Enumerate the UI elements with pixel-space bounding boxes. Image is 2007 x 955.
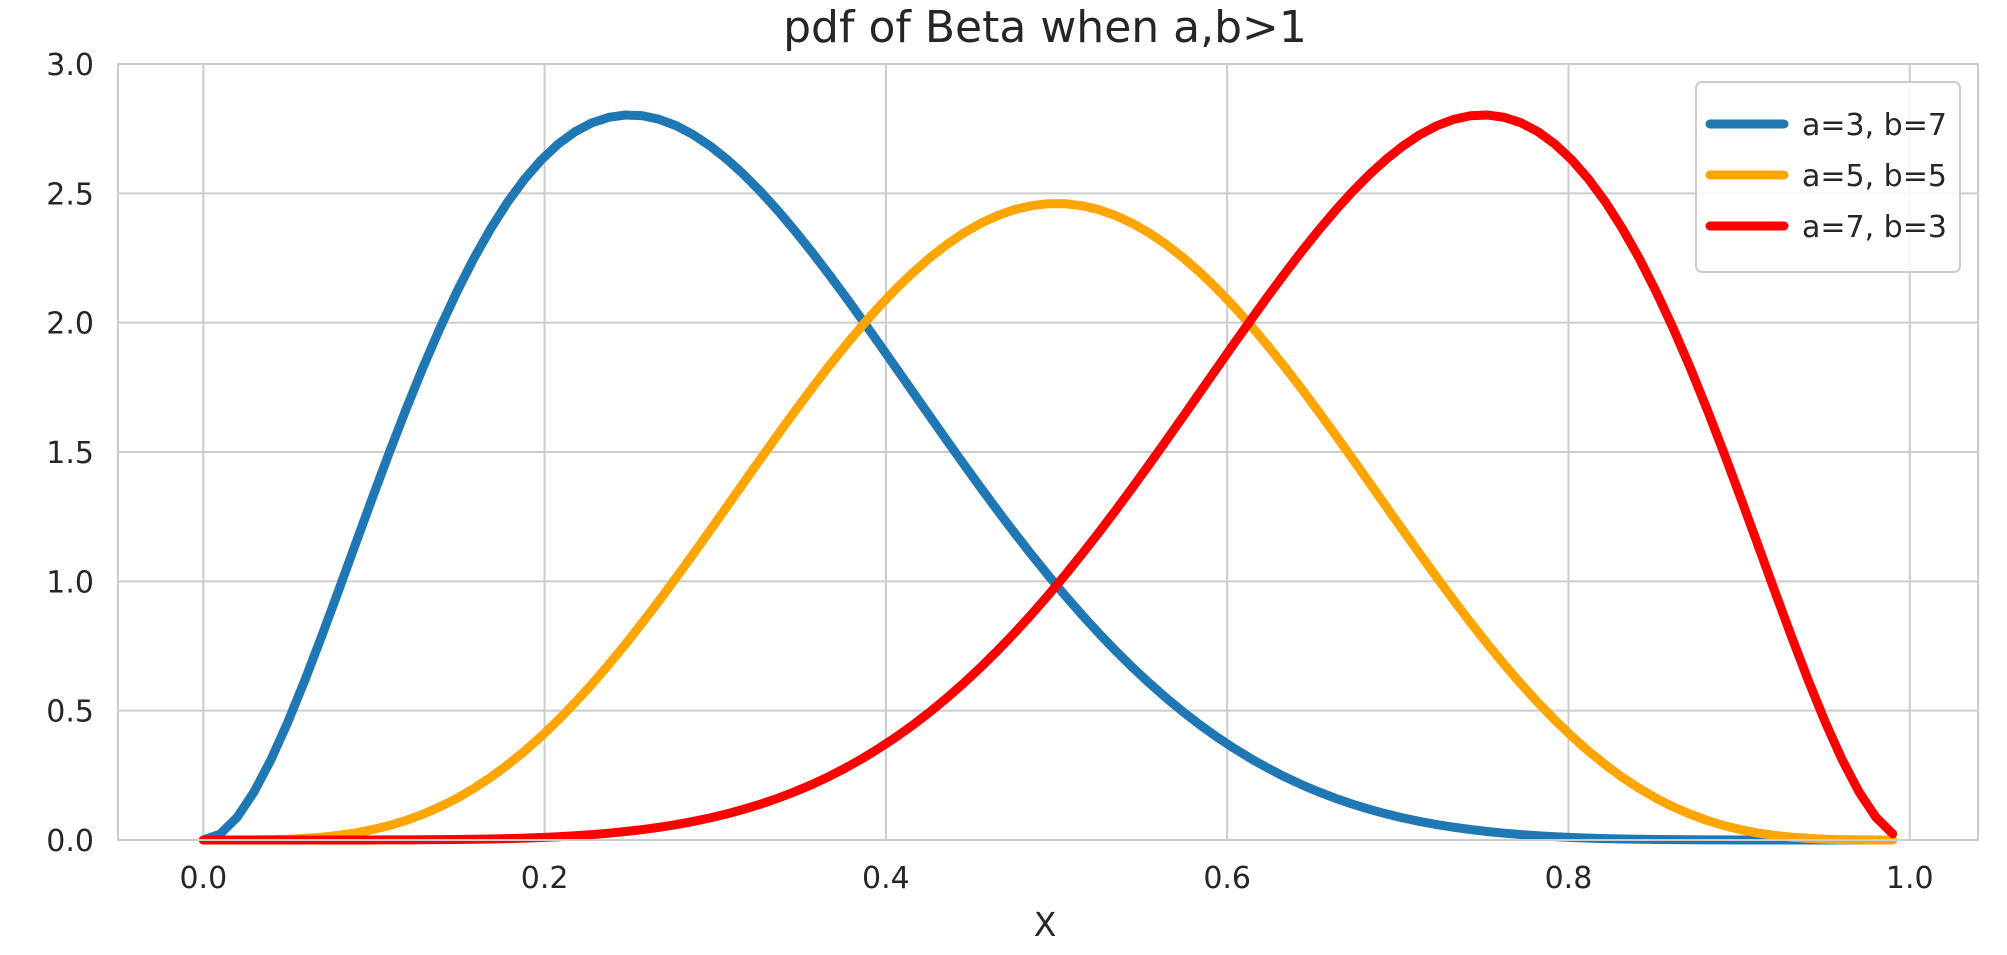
x-tick-label: 0.8 [1545, 861, 1593, 896]
series-line [198, 110, 1898, 845]
y-tick-label: 1.5 [46, 436, 94, 471]
tick-labels: 0.0 0.2 0.4 0.6 0.8 1.0 0.0 0.5 1.0 1.5 2.0 2.5 3.0 [46, 48, 1933, 896]
y-tick-label: 3.0 [46, 48, 94, 83]
series-lines [198, 110, 1898, 845]
x-axis-label: X [1034, 905, 1057, 944]
y-tick-label: 0.0 [46, 824, 94, 859]
chart-title: pdf of Beta when a,b>1 [783, 2, 1307, 53]
y-tick-label: 2.5 [46, 177, 94, 212]
y-tick-label: 1.0 [46, 565, 94, 600]
x-tick-label: 0.4 [862, 861, 910, 896]
plot-frame [117, 63, 1979, 841]
series-line [198, 199, 1898, 845]
series-line [198, 110, 1898, 845]
y-tick-label: 0.5 [46, 695, 94, 730]
y-tick-label: 2.0 [46, 307, 94, 342]
x-tick-label: 0.6 [1203, 861, 1251, 896]
legend-label: a=5, b=5 [1802, 159, 1947, 194]
x-tick-label: 1.0 [1886, 861, 1934, 896]
x-tick-label: 0.2 [521, 861, 569, 896]
legend-label: a=7, b=3 [1802, 210, 1947, 245]
legend: a=3, b=7 a=5, b=5 a=7, b=3 [1695, 81, 1961, 273]
x-tick-label: 0.0 [179, 861, 227, 896]
legend-label: a=3, b=7 [1802, 108, 1947, 143]
